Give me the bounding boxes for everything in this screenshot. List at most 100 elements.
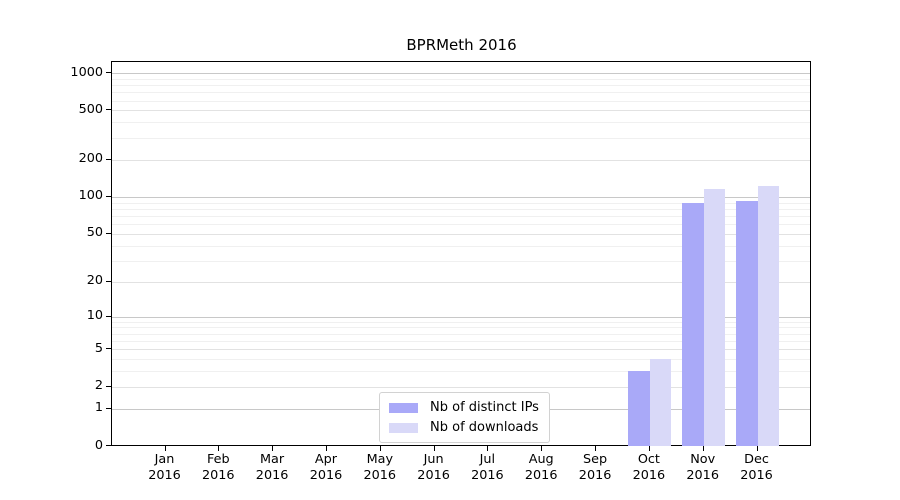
x-tick-label-jun: Jun 2016 xyxy=(402,452,466,484)
gridline-minor-40 xyxy=(112,245,810,247)
gridline-minor-5 xyxy=(112,349,810,351)
gridline-minor-30 xyxy=(112,260,810,262)
x-tick-label-feb: Feb 2016 xyxy=(186,452,250,484)
gridline-major-100 xyxy=(112,196,810,198)
x-tick-label-dec: Dec 2016 xyxy=(725,452,789,484)
x-tick-mark-apr xyxy=(326,446,327,451)
bar-dec-downloads xyxy=(757,185,779,446)
x-tick-label-sep: Sep 2016 xyxy=(563,452,627,484)
x-tick-label-mar: Mar 2016 xyxy=(240,452,304,484)
gridline-minor-20 xyxy=(112,281,810,283)
x-tick-year: 2016 xyxy=(255,468,289,483)
chart-title: BPRMeth 2016 xyxy=(406,36,517,54)
x-tick-month: Nov xyxy=(690,452,716,467)
gridline-minor-80 xyxy=(112,208,810,210)
x-tick-month: Jan xyxy=(154,452,175,467)
x-tick-label-jul: Jul 2016 xyxy=(455,452,519,484)
x-tick-label-apr: Apr 2016 xyxy=(294,452,358,484)
x-tick-mark-sep xyxy=(595,446,597,451)
x-tick-mark-aug xyxy=(541,446,543,451)
x-tick-month: Feb xyxy=(206,452,230,467)
gridline-minor-3 xyxy=(112,371,810,373)
gridline-minor-50 xyxy=(112,233,810,235)
legend-label-downloads: Nb of downloads xyxy=(430,420,539,435)
y-tick-label-500: 500 xyxy=(78,101,103,117)
x-tick-mark-nov xyxy=(702,446,704,451)
gridline-major-10 xyxy=(112,316,810,318)
gridline-minor-8 xyxy=(112,327,810,329)
y-tick-mark-5 xyxy=(106,348,111,350)
gridline-minor-800 xyxy=(112,85,810,87)
gridline-minor-200 xyxy=(112,159,810,161)
gridline-minor-900 xyxy=(112,78,810,80)
x-tick-month: May xyxy=(366,452,394,467)
x-tick-year: 2016 xyxy=(309,468,343,483)
bar-oct-downloads xyxy=(649,359,672,446)
x-tick-month: Jun xyxy=(423,452,444,467)
y-tick-label-1: 1 xyxy=(94,400,103,416)
y-tick-label-10: 10 xyxy=(86,308,103,324)
x-tick-year: 2016 xyxy=(578,468,612,483)
legend-label-distinct-ips: Nb of distinct IPs xyxy=(430,400,539,415)
bar-nov-distinct-ips xyxy=(682,202,704,446)
x-tick-year: 2016 xyxy=(524,468,558,483)
x-tick-year: 2016 xyxy=(148,468,181,483)
x-tick-label-oct: Oct 2016 xyxy=(617,452,681,484)
x-tick-month: Apr xyxy=(314,452,338,467)
y-tick-mark-200 xyxy=(106,158,111,160)
bar-nov-downloads xyxy=(703,188,726,446)
gridline-minor-60 xyxy=(112,224,810,226)
gridline-major-1000 xyxy=(112,73,810,74)
legend-swatch-distinct-ips xyxy=(389,402,418,413)
x-tick-month: Mar xyxy=(260,452,285,467)
x-tick-mark-dec xyxy=(756,446,758,451)
x-tick-year: 2016 xyxy=(740,468,773,483)
gridline-minor-7 xyxy=(112,333,810,335)
x-tick-mark-jun xyxy=(433,446,435,451)
y-tick-mark-1000 xyxy=(106,72,111,73)
y-tick-mark-50 xyxy=(106,232,111,234)
x-tick-year: 2016 xyxy=(632,468,666,483)
x-tick-month: Jul xyxy=(479,452,496,467)
x-tick-year: 2016 xyxy=(202,468,235,483)
x-tick-month: Aug xyxy=(528,452,554,467)
legend-swatch-downloads xyxy=(389,422,418,433)
x-tick-label-jan: Jan 2016 xyxy=(133,452,197,484)
x-tick-year: 2016 xyxy=(417,468,450,483)
y-tick-mark-500 xyxy=(106,109,111,111)
legend-item-distinct-ips: Nb of distinct IPs xyxy=(389,399,539,416)
legend-item-downloads: Nb of downloads xyxy=(389,419,539,436)
y-tick-label-50: 50 xyxy=(86,225,103,241)
x-tick-mark-may xyxy=(379,446,381,451)
x-tick-mark-feb xyxy=(218,446,220,451)
y-tick-mark-0 xyxy=(106,445,111,446)
y-tick-mark-1 xyxy=(106,407,111,409)
gridline-minor-400 xyxy=(112,122,810,124)
y-tick-label-5: 5 xyxy=(94,340,103,356)
gridline-minor-700 xyxy=(112,92,810,94)
x-tick-month: Sep xyxy=(583,452,608,467)
gridline-minor-6 xyxy=(112,341,810,342)
gridline-minor-70 xyxy=(112,215,810,217)
y-tick-mark-100 xyxy=(106,195,111,197)
x-tick-mark-oct xyxy=(648,446,650,451)
x-tick-month: Dec xyxy=(744,452,769,467)
bar-dec-distinct-ips xyxy=(736,201,758,446)
x-tick-year: 2016 xyxy=(363,468,397,483)
x-tick-label-may: May 2016 xyxy=(348,452,412,484)
legend: Nb of distinct IPs Nb of downloads xyxy=(379,392,550,443)
y-tick-label-0: 0 xyxy=(94,437,103,453)
gridline-minor-90 xyxy=(112,202,810,204)
gridline-minor-600 xyxy=(112,100,810,102)
y-tick-label-100: 100 xyxy=(78,188,103,204)
x-tick-label-nov: Nov 2016 xyxy=(671,452,735,484)
gridline-minor-4 xyxy=(112,359,810,361)
x-tick-mark-jan xyxy=(164,446,166,451)
y-tick-mark-2 xyxy=(106,385,111,387)
gridline-minor-2 xyxy=(112,386,810,388)
x-tick-year: 2016 xyxy=(471,468,504,483)
x-tick-year: 2016 xyxy=(686,468,719,483)
x-tick-mark-jul xyxy=(487,446,489,451)
gridline-minor-9 xyxy=(112,321,810,323)
